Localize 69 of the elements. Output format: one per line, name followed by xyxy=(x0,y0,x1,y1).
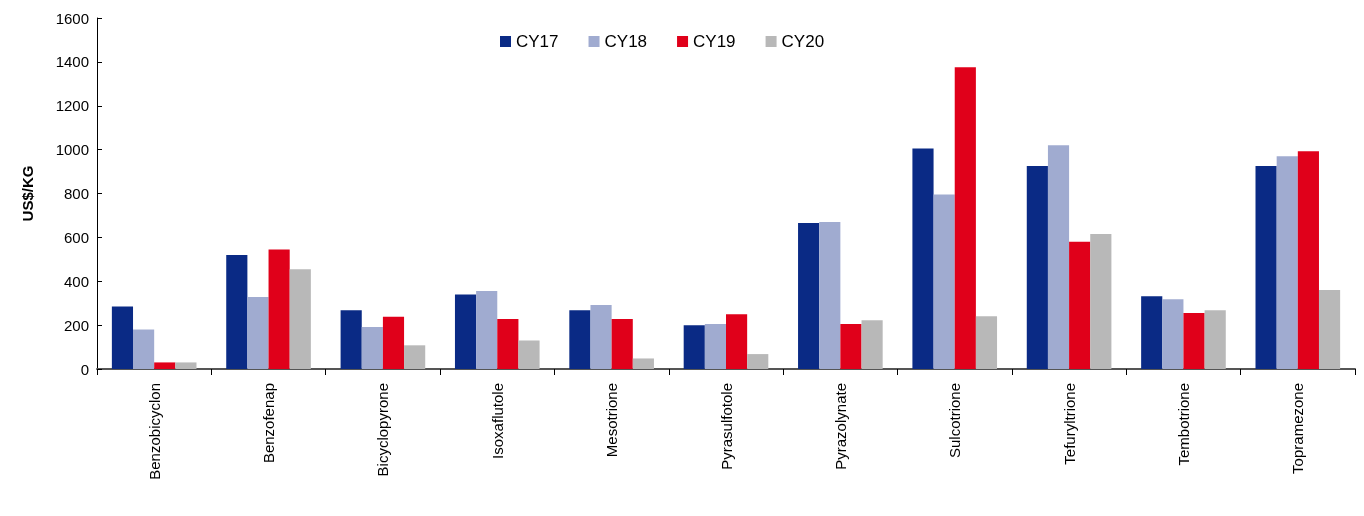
bar xyxy=(289,269,311,369)
legend-label: CY19 xyxy=(693,32,736,51)
bar xyxy=(840,324,862,369)
x-tick-label: Topramezone xyxy=(1289,383,1307,474)
legend-label: CY20 xyxy=(781,32,825,51)
bar xyxy=(683,325,705,369)
bar xyxy=(975,316,998,369)
bar xyxy=(1162,299,1184,369)
x-tick-label: Tefuryltrione xyxy=(1060,383,1078,465)
x-tick-label: Bicyclopyrone xyxy=(374,383,392,477)
y-tick-label: 0 xyxy=(80,360,89,378)
x-tick-label: Benzobicyclon xyxy=(145,383,163,480)
bar xyxy=(1090,234,1112,369)
bar xyxy=(861,320,883,369)
bar xyxy=(1255,166,1277,369)
x-tick-label: Pyrasulfotole xyxy=(717,383,735,470)
bar xyxy=(933,194,955,369)
bar xyxy=(1069,241,1091,369)
bar xyxy=(454,294,477,369)
bar xyxy=(912,148,934,369)
bar xyxy=(704,324,726,369)
bar xyxy=(590,304,612,369)
bar xyxy=(111,306,134,369)
bar xyxy=(632,358,654,369)
bar xyxy=(747,354,769,369)
y-tick-label: 1400 xyxy=(55,53,89,71)
y-tick-label: 400 xyxy=(63,272,89,290)
bar xyxy=(1047,145,1070,369)
y-tick-label: 600 xyxy=(63,228,89,246)
bar xyxy=(611,318,633,369)
y-axis-title: US$/KG xyxy=(19,165,36,222)
bar xyxy=(1026,166,1048,369)
y-tick-label: 1200 xyxy=(55,97,89,115)
bar xyxy=(154,362,176,369)
bar xyxy=(726,314,748,369)
bar xyxy=(1141,296,1163,369)
bar xyxy=(404,345,426,369)
bar xyxy=(226,254,248,369)
bar xyxy=(798,223,820,369)
bar xyxy=(569,310,591,369)
bar xyxy=(819,222,841,369)
bar xyxy=(133,329,155,369)
legend-label: CY18 xyxy=(604,32,648,51)
bar xyxy=(1183,313,1205,369)
y-tick-label: 1000 xyxy=(55,141,89,159)
bar xyxy=(497,318,519,369)
bar xyxy=(175,362,197,369)
x-tick-label: Mesotrione xyxy=(603,383,621,458)
bar xyxy=(518,340,540,369)
bar xyxy=(340,310,362,369)
bar xyxy=(954,67,976,369)
x-tick-label: Isoxaflutole xyxy=(488,383,506,459)
bar xyxy=(268,249,290,369)
y-tick-label: 200 xyxy=(63,316,89,334)
bar xyxy=(1297,151,1319,369)
x-tick-label: Sulcotrione xyxy=(946,383,964,459)
bar xyxy=(1204,310,1226,369)
bar xyxy=(382,316,405,369)
y-tick-label: 800 xyxy=(63,185,89,202)
bar xyxy=(361,326,383,369)
bar xyxy=(1276,156,1298,369)
bar xyxy=(476,291,498,369)
y-tick-label: 1600 xyxy=(55,9,89,27)
x-tick-label: Tembotrione xyxy=(1174,383,1192,466)
bar xyxy=(1318,290,1341,369)
legend-label: CY17 xyxy=(516,32,559,51)
bar xyxy=(247,297,269,369)
x-tick-label: Benzofenap xyxy=(260,383,278,464)
x-tick-label: Pyrazolynate xyxy=(831,383,849,470)
